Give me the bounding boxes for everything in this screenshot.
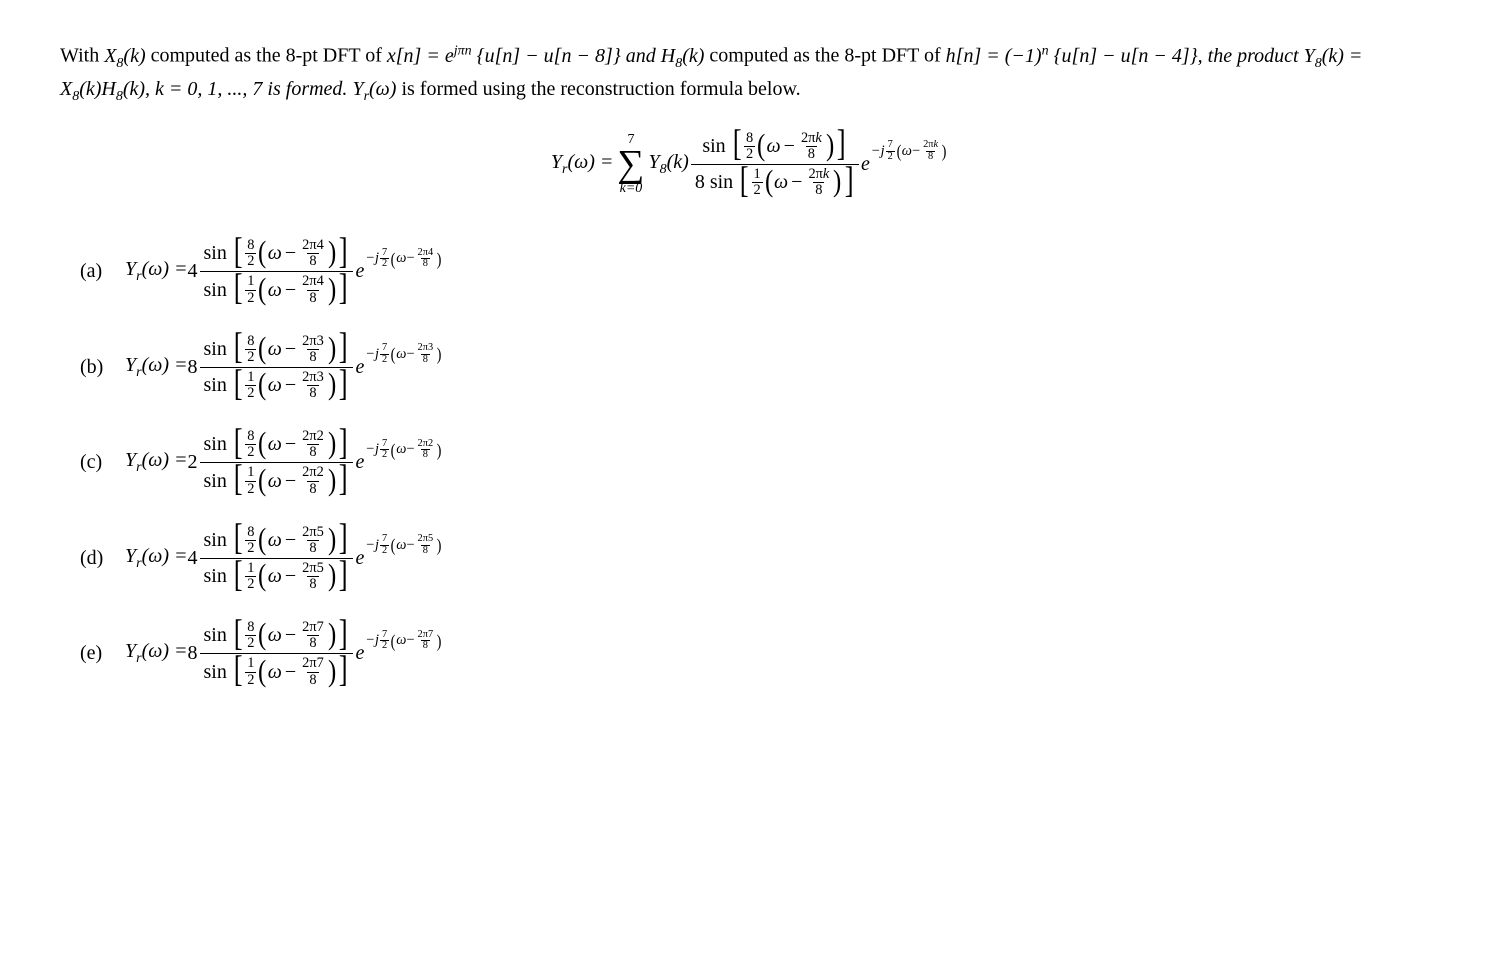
X8k: X8(k) xyxy=(104,45,150,67)
xn-def: x[n] = ejπn {u[n] − u[n − 8]} and xyxy=(387,45,661,67)
summation: 7 ∑ k=0 xyxy=(617,133,644,195)
option-label: (b) xyxy=(80,356,125,379)
txt: is formed using the reconstruction formu… xyxy=(401,78,800,100)
option-expression: Yr(ω) = 2sin [82(ω−2π28)]sin [12(ω−2π28)… xyxy=(125,429,442,497)
answer-option: (c)Yr(ω) = 2sin [82(ω−2π28)]sin [12(ω−2π… xyxy=(80,429,1438,497)
option-label: (c) xyxy=(80,451,125,474)
Yr: Yr(ω) xyxy=(352,78,401,100)
dirichlet-fraction: sin [ 82 ( ω − 2πk8 ) ] 8 sin [ 12 ( ω −… xyxy=(691,131,859,199)
option-expression: Yr(ω) = 4sin [82(ω−2π48)]sin [12(ω−2π48)… xyxy=(125,238,442,306)
problem-statement: With X8(k) computed as the 8-pt DFT of x… xyxy=(60,40,1438,107)
option-label: (d) xyxy=(80,547,125,570)
hn-def: h[n] = (−1)n {u[n] − u[n − 4]}, the prod… xyxy=(946,45,1304,67)
txt: With xyxy=(60,45,104,67)
txt: computed as the 8-pt DFT of xyxy=(151,45,387,67)
answer-option: (e)Yr(ω) = 8sin [82(ω−2π78)]sin [12(ω−2π… xyxy=(80,620,1438,688)
answer-option: (a)Yr(ω) = 4sin [82(ω−2π48)]sin [12(ω−2π… xyxy=(80,238,1438,306)
option-label: (a) xyxy=(80,260,125,283)
answer-option: (d)Yr(ω) = 4sin [82(ω−2π58)]sin [12(ω−2π… xyxy=(80,525,1438,593)
answer-option: (b)Yr(ω) = 8sin [82(ω−2π38)]sin [12(ω−2π… xyxy=(80,334,1438,402)
H8k: H8(k) xyxy=(661,45,710,67)
txt: computed as the 8-pt DFT of xyxy=(709,45,945,67)
phase-exponent: −j 72 ( ω− 2πk8 ) xyxy=(871,140,947,163)
answer-options: (a)Yr(ω) = 4sin [82(ω−2π48)]sin [12(ω−2π… xyxy=(80,238,1438,688)
option-expression: Yr(ω) = 8sin [82(ω−2π78)]sin [12(ω−2π78)… xyxy=(125,620,442,688)
option-label: (e) xyxy=(80,642,125,665)
option-expression: Yr(ω) = 8sin [82(ω−2π38)]sin [12(ω−2π38)… xyxy=(125,334,442,402)
reconstruction-formula: Yr(ω) = 7 ∑ k=0 Y8(k) sin [ 82 ( ω − 2πk… xyxy=(60,131,1438,199)
option-expression: Yr(ω) = 4sin [82(ω−2π58)]sin [12(ω−2π58)… xyxy=(125,525,442,593)
